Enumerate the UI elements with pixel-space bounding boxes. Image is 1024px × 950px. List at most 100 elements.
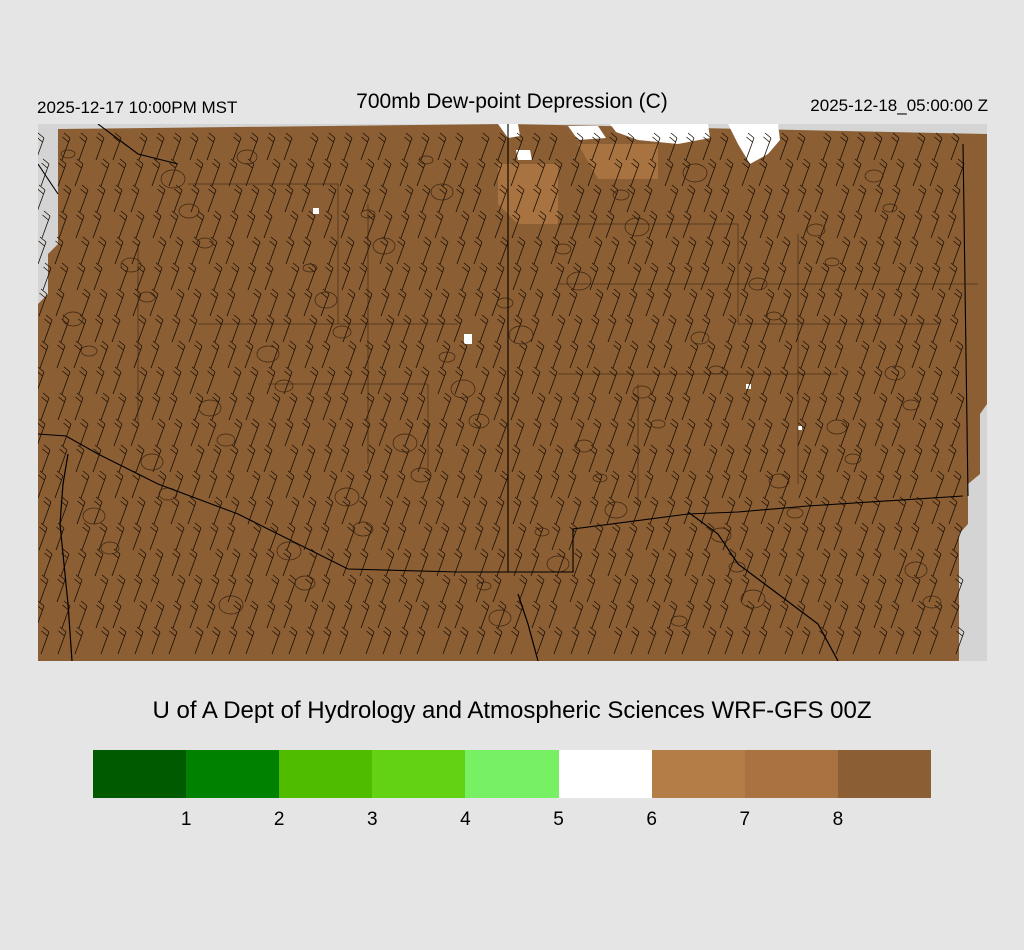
wind-barb — [421, 418, 431, 447]
wind-barb — [548, 600, 558, 629]
wind-barb — [270, 574, 280, 603]
wind-barb — [401, 496, 411, 525]
wind-barb — [784, 626, 794, 655]
wind-barb — [171, 314, 181, 343]
moist-patch — [728, 124, 780, 164]
contour-loop — [430, 183, 454, 201]
contour-loop — [496, 297, 514, 309]
wind-barb — [590, 314, 600, 343]
contour-loop — [372, 237, 396, 255]
wind-barb — [98, 522, 108, 551]
wind-barb — [719, 132, 729, 161]
wind-barb — [384, 262, 394, 291]
wind-barb — [816, 288, 826, 317]
wind-barb — [930, 210, 940, 239]
contour-loop — [418, 155, 434, 165]
wind-barb — [779, 132, 789, 161]
wind-barb — [667, 314, 677, 343]
wind-barb — [211, 158, 221, 187]
wind-barb — [324, 262, 334, 291]
wind-barb — [339, 626, 349, 655]
wind-barb — [707, 626, 717, 655]
wind-barb — [420, 600, 430, 629]
wind-barb — [947, 444, 957, 473]
wind-barb — [741, 392, 751, 421]
wind-barb — [359, 314, 369, 343]
wind-barb — [94, 314, 104, 343]
wind-barb — [591, 366, 601, 395]
wind-barb — [78, 366, 88, 395]
contour-loop — [216, 433, 236, 447]
wind-barb — [928, 574, 938, 603]
wind-barb — [327, 418, 337, 447]
wind-barb — [421, 184, 431, 213]
contour-loop — [690, 331, 710, 345]
wind-barb — [344, 184, 354, 213]
wind-barb — [726, 496, 736, 525]
wind-barb — [776, 210, 786, 239]
wind-barb — [168, 626, 178, 655]
wind-barb — [378, 184, 388, 213]
wind-barb — [593, 470, 603, 499]
wind-barb — [567, 470, 577, 499]
wind-barb — [285, 470, 295, 499]
wind-barb — [894, 574, 904, 603]
wind-barb — [227, 574, 237, 603]
wind-barb — [382, 392, 392, 421]
wind-barb — [440, 522, 450, 551]
wind-barb — [743, 496, 753, 525]
wind-barb — [137, 548, 147, 577]
wind-barb — [892, 236, 902, 265]
wind-barb — [687, 470, 697, 499]
wind-barb — [461, 496, 471, 525]
wind-barb — [797, 184, 807, 213]
wind-barb — [232, 366, 242, 395]
wind-barb — [345, 470, 355, 499]
wind-barb — [681, 158, 691, 187]
wind-barb — [912, 626, 922, 655]
wind-barb — [853, 210, 863, 239]
wind-barb — [860, 574, 870, 603]
wind-barb — [304, 340, 314, 369]
wind-barb — [138, 366, 148, 395]
wind-barb — [94, 548, 104, 577]
wind-barb — [475, 340, 485, 369]
wind-barb — [835, 158, 845, 187]
wind-barb — [438, 418, 448, 447]
wind-barb — [149, 288, 159, 317]
wind-barb — [763, 184, 773, 213]
wind-barb — [630, 626, 640, 655]
wind-barb — [214, 548, 224, 577]
wind-barb — [114, 470, 124, 499]
contour-loop — [236, 149, 258, 165]
wind-barb — [896, 444, 906, 473]
wind-barb — [211, 392, 221, 421]
wind-barb — [724, 158, 734, 187]
wind-barb — [855, 314, 865, 343]
wind-barb — [156, 184, 166, 213]
wind-barb — [39, 574, 49, 603]
wind-barb — [418, 262, 428, 291]
contour-loop — [178, 203, 200, 219]
wind-barb — [249, 600, 259, 629]
wind-barb — [382, 158, 392, 187]
wind-barb — [77, 548, 87, 577]
wind-barb — [248, 314, 258, 343]
wind-barb — [460, 210, 470, 239]
wind-barb — [587, 626, 597, 655]
colorbar-tick-label: 1 — [180, 809, 192, 830]
wind-barb — [909, 470, 919, 499]
wind-barb — [536, 626, 546, 655]
wind-barb — [480, 132, 490, 161]
wind-barb — [343, 132, 353, 161]
wind-barb — [290, 262, 300, 291]
wind-barb — [115, 522, 125, 551]
wind-barb — [663, 574, 673, 603]
wind-barb — [288, 626, 298, 655]
wind-barb — [665, 444, 675, 473]
wind-barb — [322, 392, 332, 421]
wind-barb — [516, 236, 526, 265]
wind-barb — [935, 470, 945, 499]
wind-barb — [764, 236, 774, 265]
wind-barb — [192, 522, 202, 551]
